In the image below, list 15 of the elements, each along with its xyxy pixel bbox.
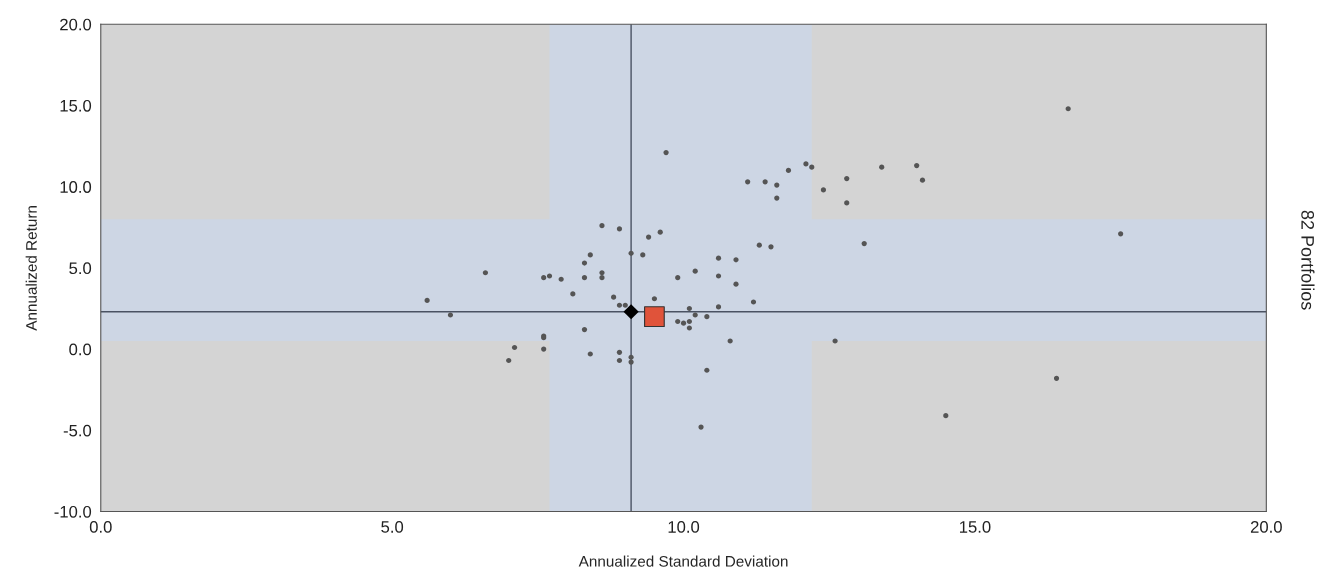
y-tick-label: 0.0 xyxy=(69,343,92,356)
y-tick-label: 15.0 xyxy=(60,99,92,112)
text: 82 Portfolios xyxy=(1301,210,1315,310)
y-axis-title: Annualized Return xyxy=(25,206,37,331)
x-tick-label: 15.0 xyxy=(959,521,991,533)
y-tick-label: -10.0 xyxy=(54,505,92,518)
y-tick-label: 10.0 xyxy=(60,181,92,193)
x-axis-title: Annualized Standard Deviation xyxy=(578,555,788,567)
x-tick-label: 5.0 xyxy=(381,521,404,533)
y-tick-label: -5.0 xyxy=(63,424,92,437)
x-tick-label: 10.0 xyxy=(668,521,700,533)
x-tick-label: 0.0 xyxy=(89,521,112,533)
y-tick-label: 5.0 xyxy=(69,262,92,275)
y-tick-label: 20.0 xyxy=(60,18,92,31)
x-tick-label: 20.0 xyxy=(1250,521,1282,533)
